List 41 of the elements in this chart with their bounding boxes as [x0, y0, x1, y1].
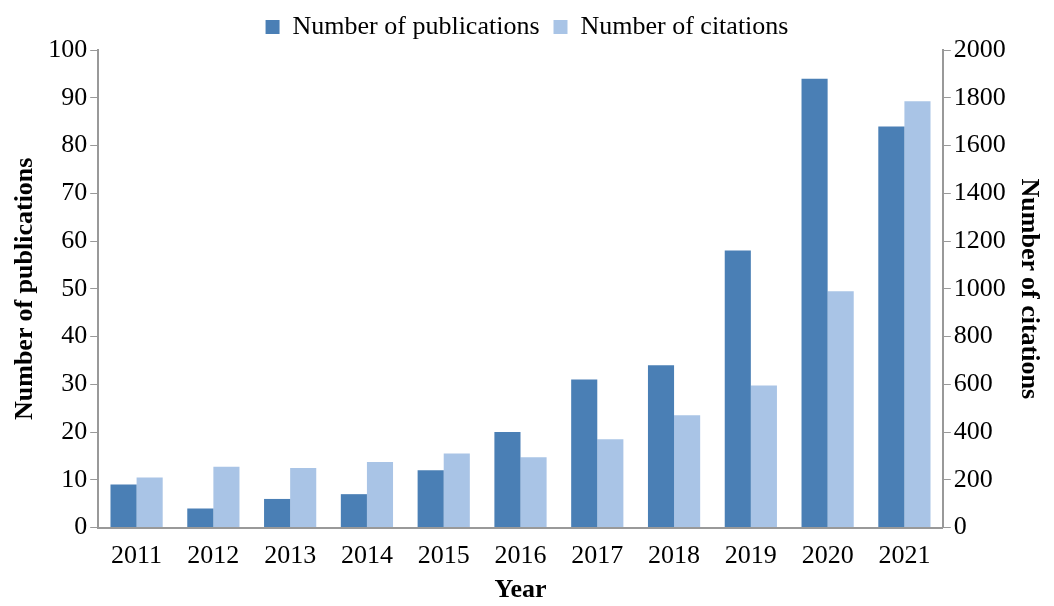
y2-tick-label: 2000	[953, 33, 1006, 63]
y2-tick-label: 1400	[953, 177, 1006, 207]
bar	[213, 466, 240, 528]
y-tick-label: 30	[61, 368, 88, 398]
x-tick-label: 2013	[264, 540, 317, 570]
y2-tick-label: 1600	[953, 129, 1006, 159]
y-axis-title: Number of publications	[9, 157, 39, 421]
y2-tick-label: 200	[953, 463, 993, 493]
legend-label: Number of publications	[292, 10, 540, 40]
y-tick-label: 70	[61, 177, 88, 207]
y-tick-label: 20	[61, 415, 88, 445]
y2-axis-title: Number of citations	[1015, 178, 1045, 400]
x-tick-label: 2019	[724, 540, 777, 570]
y2-tick-label: 400	[953, 415, 993, 445]
y2-tick-label: 1000	[953, 272, 1006, 302]
y-tick-label: 10	[61, 463, 88, 493]
y2-tick-label: 800	[953, 320, 993, 350]
x-tick-label: 2017	[571, 540, 624, 570]
x-axis-title: Year	[494, 574, 547, 604]
y-tick-label: 50	[61, 272, 88, 302]
y2-tick-label: 0	[953, 511, 967, 541]
y2-tick-label: 1200	[953, 224, 1006, 254]
bar	[366, 461, 394, 528]
y-tick-label: 80	[61, 129, 88, 159]
x-tick-label: 2012	[187, 540, 240, 570]
y2-tick-label: 600	[953, 368, 993, 398]
x-tick-label: 2016	[494, 540, 547, 570]
x-tick-label: 2014	[340, 540, 393, 570]
bar	[290, 467, 317, 528]
x-tick-label: 2018	[648, 540, 701, 570]
y-tick-label: 60	[61, 224, 88, 254]
y2-tick-label: 1800	[953, 81, 1006, 111]
legend-label: Number of citations	[580, 10, 789, 40]
x-tick-label: 2021	[878, 540, 931, 570]
y-tick-label: 90	[61, 81, 88, 111]
x-tick-label: 2015	[417, 540, 470, 570]
y-tick-label: 100	[48, 33, 88, 63]
y-tick-label: 40	[61, 320, 88, 350]
x-tick-label: 2011	[111, 540, 163, 570]
x-tick-label: 2020	[801, 540, 854, 570]
y-tick-label: 0	[74, 511, 88, 541]
